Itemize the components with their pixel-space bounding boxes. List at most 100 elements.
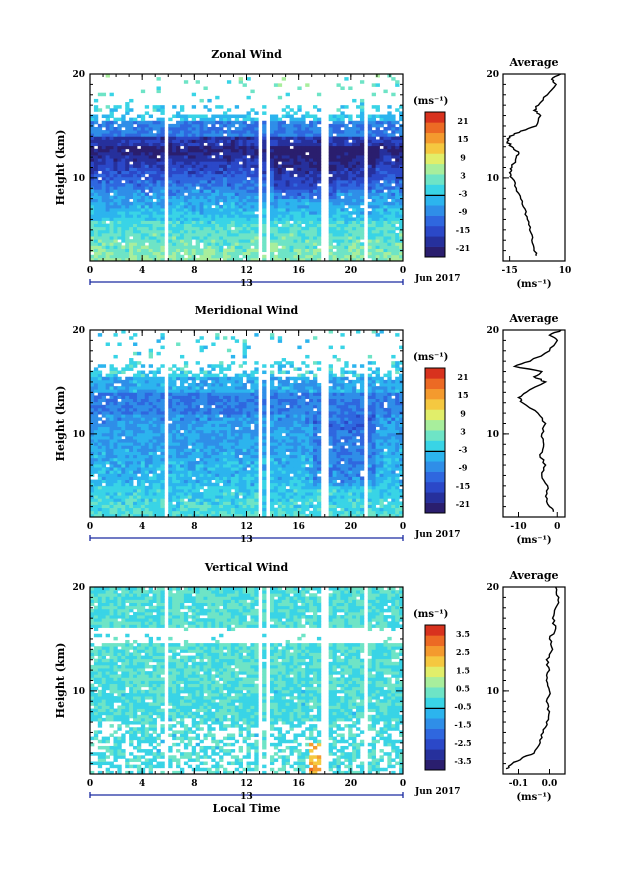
colorbar-swatch [425, 492, 445, 503]
x-tick-label: 8 [191, 522, 197, 532]
average-profile-line [512, 329, 562, 512]
average-title: Average [508, 56, 558, 69]
colorbar-swatch [425, 440, 445, 452]
date-marker: 13 [240, 792, 253, 802]
colorbar-swatch [425, 378, 445, 390]
panel-3: Vertical Wind 0 4 8 12 16 20 0 10 20 Height (km) 13… [54, 561, 566, 815]
colorbar-swatch [425, 687, 445, 698]
colorbar-tick-label: 3 [460, 170, 466, 180]
colorbar-tick-label: -3 [459, 189, 468, 199]
average-frame [502, 73, 566, 262]
colorbar-swatch [425, 697, 445, 709]
colorbar-swatch [425, 194, 445, 206]
average-x-label: (ms⁻¹) [516, 535, 551, 546]
panel-1: Zonal Wind 0 4 8 12 16 20 0 10 20 Height (km) 13 Jun… [54, 48, 571, 290]
x-tick-label: 20 [345, 522, 358, 532]
y-axis-label: Height (km) [54, 130, 67, 206]
y-axis-label: Height (km) [54, 386, 67, 462]
chart-title: Vertical Wind [204, 561, 289, 574]
average-x-tick-label: -0.1 [509, 779, 528, 789]
y-tick-label: 20 [72, 583, 85, 593]
average-frame [502, 329, 566, 518]
x-tick-label: 4 [139, 779, 145, 789]
colorbar-swatch [425, 388, 445, 400]
colorbar-swatch [425, 625, 445, 636]
colorbar-swatch [425, 419, 445, 431]
average-x-label: (ms⁻¹) [516, 279, 551, 290]
colorbar-tick-label: -9 [459, 207, 468, 217]
colorbar-tick-label: -15 [456, 225, 470, 235]
colorbar-swatch [425, 112, 445, 123]
colorbar-tick-label: 3.5 [456, 629, 470, 639]
colorbar-swatch [425, 461, 445, 472]
average-y-tick-label: 10 [486, 174, 499, 184]
y-axis-label: Height (km) [54, 643, 67, 719]
date-marker: 13 [240, 279, 253, 289]
average-y-tick-label: 20 [486, 326, 499, 336]
y-tick-label: 10 [72, 430, 85, 440]
colorbar-swatch [425, 368, 445, 379]
x-tick-label: 20 [345, 779, 358, 789]
heatmap-cells [90, 74, 404, 262]
x-tick-label: 16 [292, 522, 305, 532]
x-tick-label: 0 [400, 779, 406, 789]
colorbar-frame [424, 624, 446, 771]
colorbar-swatch [425, 728, 445, 740]
y-tick-label: 10 [72, 687, 85, 697]
heatmap-cells [90, 330, 404, 518]
panel-2: Meridional Wind 0 4 8 12 16 20 0 10 20 Height (km)… [54, 304, 566, 546]
x-tick-label: 20 [345, 266, 358, 276]
x-tick-label: 8 [191, 779, 197, 789]
colorbar-tick-label: 9 [460, 408, 466, 418]
colorbar-swatch [425, 450, 445, 462]
average-y-tick-label: 20 [486, 583, 499, 593]
colorbar-swatch [425, 749, 445, 760]
x-tick-label: 4 [139, 522, 145, 532]
colorbar-tick-label: 0.5 [456, 683, 470, 693]
date-label: Jun 2017 [414, 787, 461, 797]
colorbar-swatch [425, 215, 445, 227]
colorbar-unit: (ms⁻¹) [413, 96, 448, 107]
colorbar-swatch [425, 430, 445, 441]
colorbar-unit: (ms⁻¹) [413, 609, 448, 620]
average-x-label: (ms⁻¹) [516, 792, 551, 803]
x-tick-label: 0 [87, 522, 93, 532]
colorbar-swatch [425, 163, 445, 175]
colorbar-tick-label: 21 [457, 372, 468, 382]
x-tick-label: 12 [240, 779, 253, 789]
x-axis-label: Local Time [213, 802, 281, 815]
colorbar-swatch [425, 236, 445, 247]
colorbar-swatch [425, 666, 445, 678]
x-tick-label: 0 [87, 266, 93, 276]
average-y-tick-label: 10 [486, 430, 499, 440]
date-label: Jun 2017 [414, 530, 461, 540]
average-y-tick-label: 10 [486, 687, 499, 697]
average-y-tick-label: 20 [486, 70, 499, 80]
y-tick-label: 20 [72, 326, 85, 336]
colorbar-swatch [425, 676, 445, 688]
y-tick-label: 10 [72, 174, 85, 184]
colorbar-frame [424, 367, 446, 514]
colorbar-tick-label: -21 [456, 243, 470, 253]
colorbar-tick-label: -21 [456, 499, 470, 509]
colorbar-swatch [425, 635, 445, 647]
colorbar-swatch [425, 502, 445, 514]
x-tick-label: 16 [292, 266, 305, 276]
chart-title: Meridional Wind [195, 304, 299, 317]
colorbar-swatch [425, 184, 445, 196]
colorbar-tick-label: 21 [457, 116, 468, 126]
average-x-tick-label: 0.0 [542, 779, 558, 789]
colorbar-tick-label: 15 [457, 390, 468, 400]
x-tick-label: 0 [87, 779, 93, 789]
colorbar-swatch [425, 205, 445, 216]
colorbar-swatch [425, 225, 445, 237]
x-tick-label: 12 [240, 266, 253, 276]
colorbar-swatch [425, 409, 445, 421]
colorbar-swatch [425, 645, 445, 657]
x-tick-label: 0 [400, 522, 406, 532]
average-frame [502, 586, 566, 775]
colorbar-tick-label: 15 [457, 134, 468, 144]
colorbar-tick-label: 9 [460, 152, 466, 162]
date-label: Jun 2017 [414, 274, 461, 284]
